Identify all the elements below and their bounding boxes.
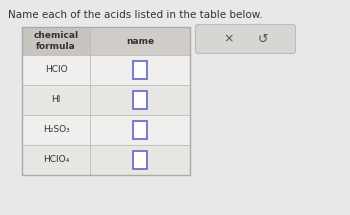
Bar	[22, 27, 90, 55]
Bar	[22, 55, 190, 85]
Bar	[133, 91, 147, 109]
Bar	[22, 85, 190, 115]
Bar	[22, 27, 190, 175]
Text: HClO: HClO	[45, 66, 67, 75]
Text: chemical
formula: chemical formula	[34, 31, 78, 51]
Bar	[133, 61, 147, 79]
Text: HClO₄: HClO₄	[43, 155, 69, 164]
Bar	[22, 115, 190, 145]
Bar	[22, 27, 190, 175]
Text: Name each of the acids listed in the table below.: Name each of the acids listed in the tab…	[8, 10, 262, 20]
Bar	[22, 145, 190, 175]
Bar	[22, 27, 190, 55]
Text: ×: ×	[223, 32, 234, 46]
Text: ↺: ↺	[257, 32, 268, 46]
FancyBboxPatch shape	[196, 25, 295, 54]
Bar	[133, 121, 147, 139]
Text: HI: HI	[51, 95, 61, 104]
Text: name: name	[126, 37, 154, 46]
Bar	[133, 151, 147, 169]
Text: H₂SO₃: H₂SO₃	[43, 126, 69, 135]
